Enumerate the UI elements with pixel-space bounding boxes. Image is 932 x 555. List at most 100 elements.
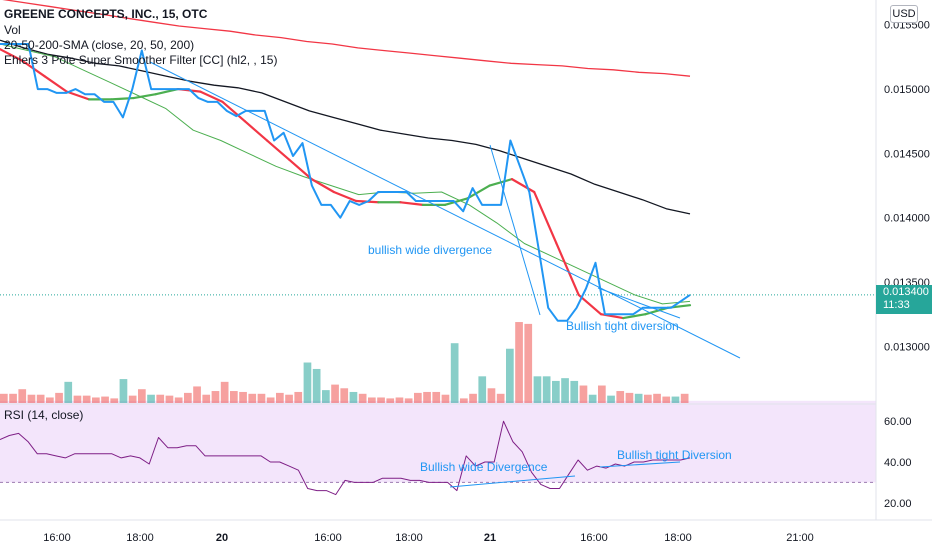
volume-bar	[579, 385, 588, 403]
time-tick-label: 16:00	[314, 532, 342, 544]
volume-bar	[588, 394, 597, 403]
rsi-divergence-wide	[449, 475, 576, 488]
volume-bar	[386, 398, 395, 403]
volume-bar	[368, 397, 376, 403]
volume-bar	[230, 391, 238, 403]
volume-bar	[46, 397, 54, 403]
ehlers-legend[interactable]: Ehlers 3 Pole Super Smoother Filter [CC]…	[4, 53, 278, 67]
trendline-tight	[597, 287, 681, 319]
sma-legend[interactable]: 20-50-200-SMA (close, 20, 50, 200)	[4, 38, 195, 52]
volume-bar	[506, 348, 514, 403]
volume-bar	[542, 376, 551, 403]
volume-bar	[460, 398, 468, 403]
volume-bar	[423, 391, 431, 403]
volume-bar	[570, 380, 579, 403]
rsi-band	[0, 400, 876, 483]
volume-bar	[128, 395, 137, 403]
volume-bar	[184, 392, 192, 403]
volume-bar	[524, 323, 533, 403]
volume-bar	[64, 381, 73, 403]
volume-bar	[257, 393, 266, 403]
volume-bar	[276, 392, 284, 403]
volume-bar	[404, 398, 413, 403]
last-price-badge: 0.013400 11:33	[876, 285, 932, 314]
volume-bar	[671, 396, 680, 403]
volume-bar	[625, 392, 634, 403]
ehlers-segment	[0, 48, 24, 62]
ehlers-segment	[265, 139, 291, 161]
price-line	[0, 43, 691, 322]
price-tick-label: 0.014500	[884, 148, 930, 160]
volume-bar	[377, 397, 385, 403]
volume-bar	[358, 393, 367, 403]
volume-bar	[285, 394, 293, 403]
annotation-rsi-wide: Bullish wide Divergence	[420, 460, 548, 474]
trendline-peak	[489, 144, 541, 316]
symbol-title[interactable]: GREENE CONCEPTS, INC., 15, OTC	[4, 7, 208, 21]
volume-bar	[552, 380, 560, 403]
currency-button[interactable]: USD	[890, 5, 918, 23]
volume-bar	[533, 376, 542, 403]
time-tick-label: 18:00	[126, 532, 154, 544]
sma20-line	[0, 43, 691, 305]
volume-bar	[119, 379, 128, 403]
volume-bar	[496, 393, 505, 403]
volume-bar	[644, 394, 652, 403]
volume-bar	[147, 394, 155, 403]
volume-bar	[82, 395, 91, 403]
vol-legend[interactable]: Vol	[4, 23, 21, 37]
volume-bar	[616, 391, 625, 403]
volume-bar	[487, 388, 496, 403]
ehlers-segment	[332, 190, 358, 203]
rsi-tick-label: 20.00	[884, 498, 912, 510]
time-tick-label: 18:00	[664, 532, 692, 544]
ehlers-segment	[577, 293, 603, 316]
volume-bar	[441, 394, 450, 403]
rsi-tick-label: 60.00	[884, 416, 912, 428]
time-tick-label: 20	[216, 532, 228, 544]
rsi-line	[0, 420, 691, 496]
time-tick-label: 21	[484, 532, 496, 544]
ehlers-segment	[644, 306, 669, 316]
sma200-line	[2, 0, 691, 77]
volume-bar	[331, 384, 339, 403]
ehlers-segment	[288, 158, 313, 181]
ehlers-segment	[132, 93, 157, 100]
ehlers-segment	[555, 242, 580, 297]
last-price-value: 0.013400	[883, 286, 929, 298]
sma50-line	[0, 39, 691, 215]
volume-bar	[55, 392, 63, 403]
ehlers-segment	[65, 90, 91, 101]
rsi-title[interactable]: RSI (14, close)	[4, 408, 84, 422]
volume-bar	[202, 394, 211, 403]
ehlers-segment	[310, 178, 335, 194]
volume-bar	[469, 393, 477, 403]
volume-bar	[211, 391, 220, 403]
volume-bar	[294, 391, 303, 403]
ehlers-segment	[221, 100, 246, 123]
price-tick-label: 0.013000	[884, 341, 930, 353]
volume-bar	[432, 391, 441, 403]
ehlers-segment	[622, 313, 647, 320]
volume-bar	[478, 376, 487, 403]
time-tick-label: 16:00	[580, 532, 608, 544]
annotation-wide-divergence: bullish wide divergence	[368, 243, 493, 257]
volume-bar	[303, 362, 312, 403]
volume-bar	[27, 394, 36, 403]
rsi-tick-label: 40.00	[884, 457, 912, 469]
trendline-wide	[149, 61, 741, 359]
volume-bar	[165, 395, 174, 403]
volume-bar	[312, 368, 321, 403]
volume-bar	[156, 394, 165, 403]
volume-bar	[110, 398, 119, 403]
volume-bar	[36, 394, 45, 403]
time-tick-label: 21:00	[786, 532, 814, 544]
ehlers-segment	[466, 184, 491, 200]
ehlers-segment	[43, 75, 68, 93]
volume-bar	[395, 397, 404, 403]
volume-bar	[340, 388, 349, 403]
volume-bar	[9, 393, 17, 403]
volume-bar	[598, 385, 606, 403]
volume-bar	[607, 395, 615, 403]
